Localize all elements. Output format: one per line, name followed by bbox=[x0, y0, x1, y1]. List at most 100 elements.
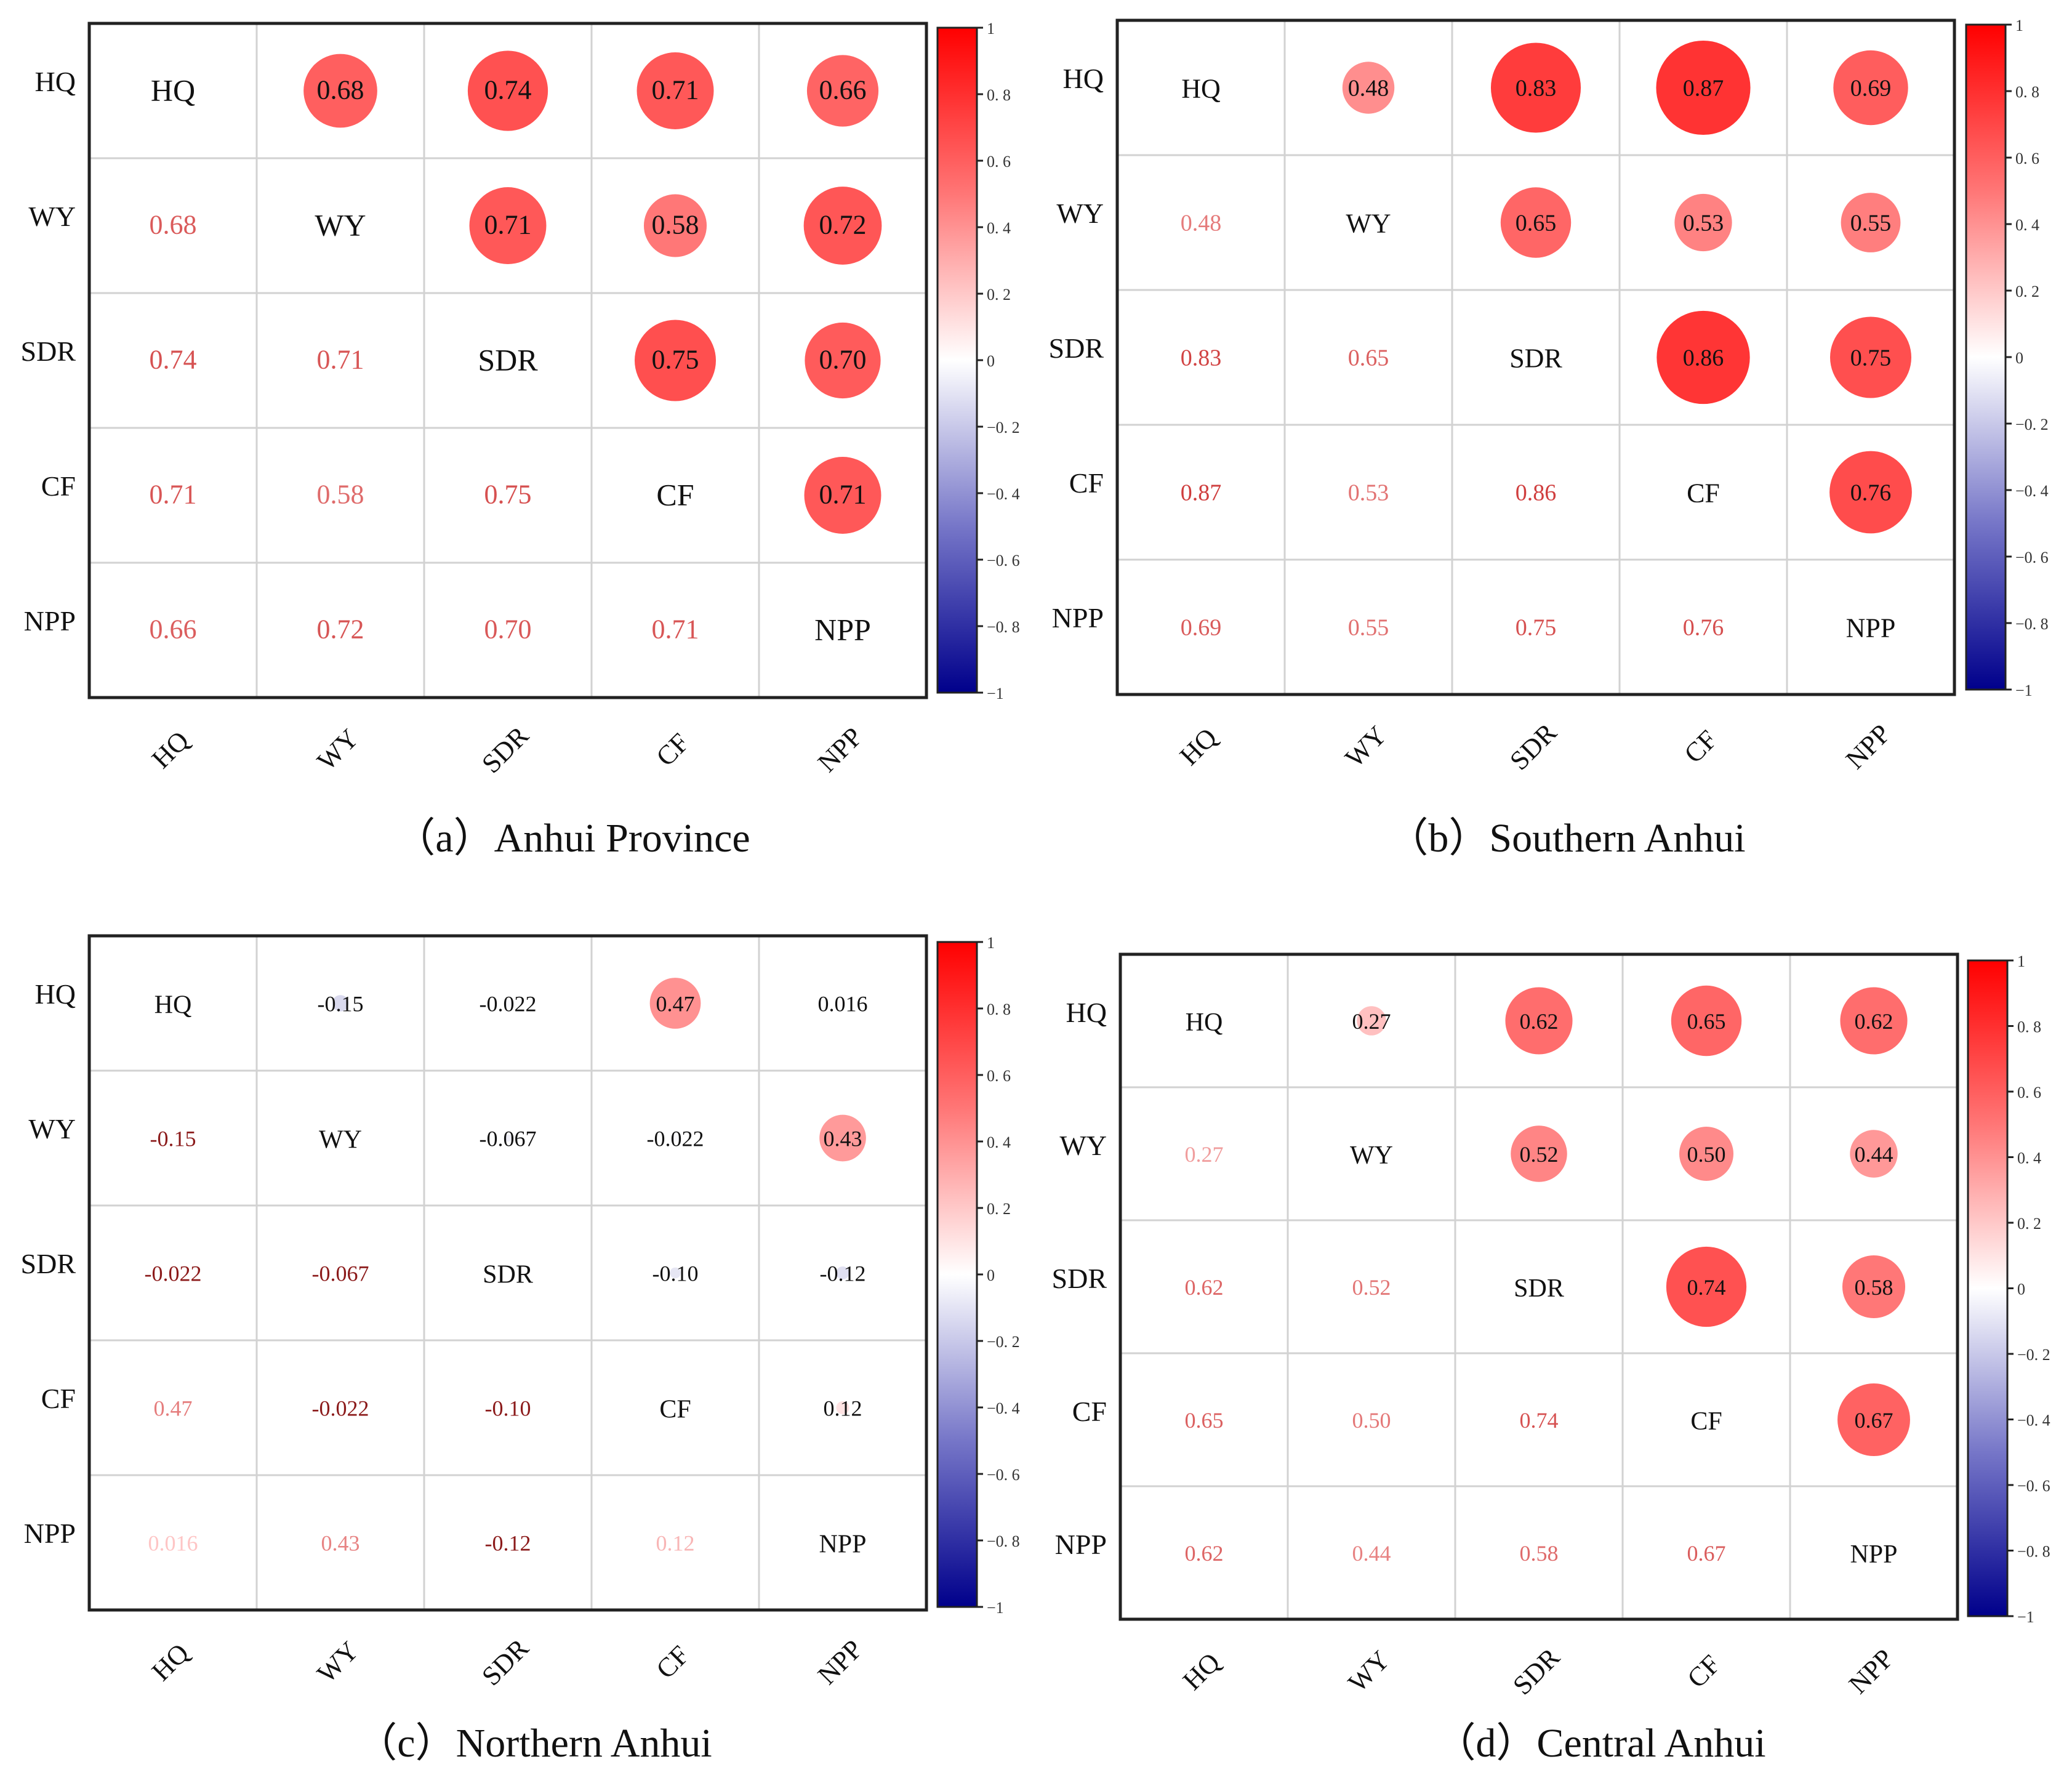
colorbar-tick-label: −0. 2 bbox=[987, 419, 1020, 437]
correlation-circle bbox=[1850, 1130, 1898, 1178]
row-label: WY bbox=[1059, 1130, 1107, 1161]
cell-value-label: 0.65 bbox=[1348, 345, 1389, 371]
cell-value-label: 0.65 bbox=[1185, 1408, 1224, 1433]
circle-value-label: 0.86 bbox=[1683, 345, 1724, 371]
cell-value-label: 0.016 bbox=[148, 1531, 198, 1556]
colorbar-tick-label: −0. 2 bbox=[2017, 1346, 2050, 1364]
cell-value-label: 0.43 bbox=[321, 1531, 360, 1556]
column-label: NPP bbox=[812, 722, 869, 778]
correlation-circle bbox=[332, 995, 349, 1012]
column-label: CF bbox=[1681, 1649, 1726, 1694]
cell-value-label: -0.10 bbox=[485, 1396, 531, 1421]
correlation-circle bbox=[804, 457, 881, 534]
colorbar-tick-label: 0. 4 bbox=[987, 219, 1011, 237]
correlation-circle bbox=[1830, 316, 1911, 398]
colorbar-tick-label: −0. 2 bbox=[2015, 416, 2049, 433]
cell-value-label: 0.74 bbox=[150, 345, 197, 375]
row-label: NPP bbox=[1052, 602, 1104, 634]
colorbar bbox=[1965, 23, 2007, 691]
circle-value-label: 0.69 bbox=[1850, 76, 1892, 102]
cell-value-label: 0.87 bbox=[1181, 480, 1222, 506]
circle-value-label: 0.71 bbox=[652, 75, 699, 105]
cell-value-label: 0.69 bbox=[1181, 615, 1222, 641]
correlation-circle bbox=[635, 320, 716, 401]
circle-value-label: 0.62 bbox=[1855, 1009, 1893, 1034]
column-label: WY bbox=[1343, 1645, 1395, 1698]
column-label: WY bbox=[311, 723, 364, 776]
column-label: HQ bbox=[146, 1638, 195, 1687]
diagonal-label: WY bbox=[315, 208, 366, 243]
column-label: HQ bbox=[1174, 722, 1223, 771]
cell-value-label: 0.62 bbox=[1185, 1541, 1224, 1566]
circle-value-label: 0.52 bbox=[1520, 1142, 1559, 1167]
correlation-circle bbox=[649, 978, 701, 1029]
correlation-circle bbox=[1656, 310, 1750, 404]
cell-value-label: 0.48 bbox=[1181, 211, 1222, 236]
cell-value-label: 0.75 bbox=[1516, 615, 1557, 641]
row-label: SDR bbox=[1052, 1263, 1107, 1294]
diagonal-label: HQ bbox=[151, 73, 195, 108]
cell-value-label: 0.52 bbox=[1352, 1275, 1391, 1300]
circle-value-label: 0.76 bbox=[1850, 480, 1892, 506]
correlation-circle bbox=[303, 54, 377, 128]
panel-caption: （c）Northern Anhui bbox=[356, 1721, 712, 1766]
circle-value-label: -0.10 bbox=[653, 1262, 699, 1286]
circle-value-label: 0.72 bbox=[819, 210, 867, 240]
diagonal-label: SDR bbox=[1514, 1274, 1564, 1303]
panel-southern-anhui: HQ 0.48 0.83 0.87 0.69 0.48 WY 0.65 0.53 0.55 0.83… bbox=[1049, 17, 2049, 861]
colorbar bbox=[936, 941, 978, 1608]
correlation-circle bbox=[1500, 187, 1572, 258]
correlation-circle bbox=[1511, 1125, 1567, 1182]
colorbar-tick-label: −0. 4 bbox=[2015, 482, 2049, 500]
correlation-circle bbox=[805, 322, 881, 399]
column-label: SDR bbox=[476, 1633, 535, 1692]
circle-value-label: 0.67 bbox=[1855, 1408, 1893, 1433]
circle-value-label: -0.022 bbox=[647, 1127, 704, 1151]
row-label: SDR bbox=[1049, 332, 1104, 364]
cell-value-label: -0.067 bbox=[312, 1262, 369, 1286]
cell-value-label: 0.71 bbox=[652, 614, 699, 645]
correlation-circle bbox=[1505, 987, 1573, 1055]
row-label: HQ bbox=[35, 66, 76, 97]
row-label: CF bbox=[1069, 467, 1104, 499]
correlation-circle bbox=[1666, 1246, 1747, 1327]
colorbar-tick-label: 0. 8 bbox=[2015, 83, 2039, 101]
circle-value-label: 0.74 bbox=[1687, 1275, 1726, 1300]
cell-value-label: 0.86 bbox=[1516, 480, 1557, 506]
correlation-circle bbox=[504, 999, 512, 1007]
circle-value-label: 0.65 bbox=[1687, 1009, 1726, 1034]
colorbar-tick-label: 0. 6 bbox=[2015, 150, 2039, 167]
correlation-circle bbox=[467, 50, 548, 131]
cell-value-label: 0.58 bbox=[317, 480, 364, 510]
cell-value-label: 0.74 bbox=[1520, 1408, 1559, 1433]
circle-value-label: 0.58 bbox=[1855, 1275, 1893, 1300]
colorbar-tick-label: −0. 6 bbox=[987, 552, 1020, 569]
cell-value-label: 0.68 bbox=[150, 210, 197, 240]
colorbar-tick-label: 0. 4 bbox=[2017, 1149, 2041, 1167]
diagonal-label: SDR bbox=[483, 1261, 533, 1289]
circle-value-label: 0.12 bbox=[824, 1396, 862, 1421]
correlation-circle bbox=[806, 55, 879, 127]
circle-value-label: -0.022 bbox=[480, 992, 537, 1016]
plot-frame bbox=[1115, 18, 1956, 696]
colorbar-tick-label: 0. 2 bbox=[987, 1200, 1011, 1218]
panel-caption: （a）Anhui Province bbox=[395, 816, 750, 861]
row-label: NPP bbox=[24, 605, 76, 637]
correlation-circle bbox=[1833, 50, 1908, 126]
cell-value-label: -0.12 bbox=[485, 1531, 531, 1556]
colorbar-tick-label: −0. 8 bbox=[987, 1532, 1020, 1550]
circle-value-label: 0.50 bbox=[1687, 1142, 1726, 1167]
colorbar-tick-label: −0. 6 bbox=[2017, 1477, 2050, 1495]
panel-caption: （d）Central Anhui bbox=[1435, 1721, 1765, 1766]
diagonal-label: CF bbox=[1687, 478, 1720, 509]
correlation-circle bbox=[836, 1266, 849, 1280]
colorbar-tick-label: 0. 6 bbox=[987, 1067, 1011, 1085]
cell-value-label: -0.15 bbox=[150, 1127, 196, 1151]
circle-value-label: 0.75 bbox=[652, 345, 699, 375]
cell-value-label: 0.53 bbox=[1348, 480, 1389, 506]
diagonal-label: CF bbox=[659, 1396, 691, 1424]
panel-northern-anhui: HQ -0.15 -0.022 0.47 0.016 -0.15 WY -0.067 -0.02… bbox=[21, 934, 1020, 1766]
diagonal-label: WY bbox=[1346, 209, 1391, 239]
circle-value-label: 0.83 bbox=[1516, 76, 1557, 102]
